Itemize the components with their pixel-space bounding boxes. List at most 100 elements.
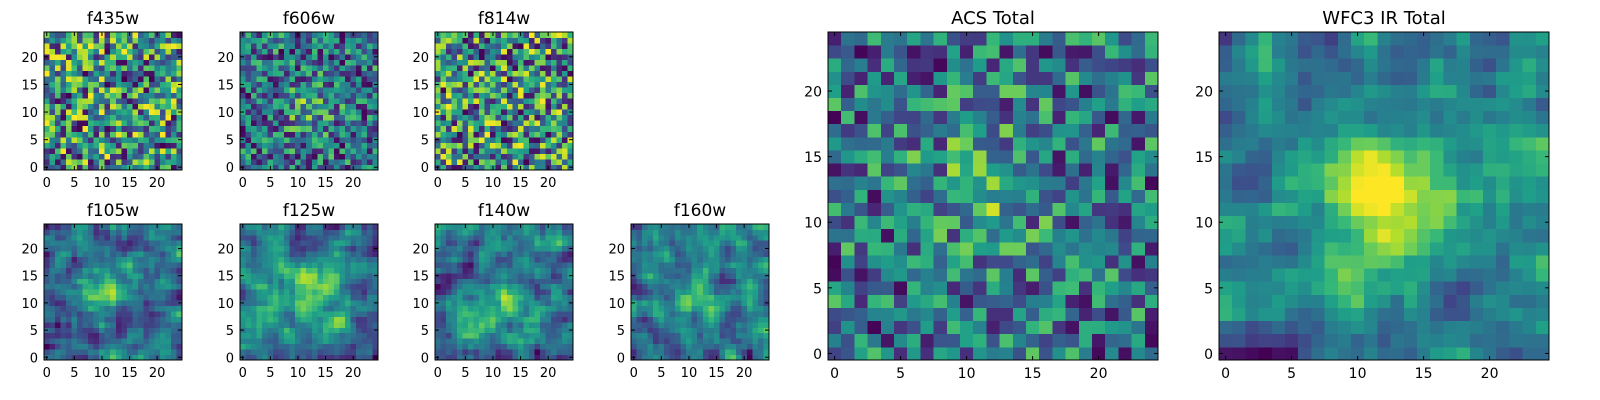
heatmap-cell (1105, 320, 1119, 335)
heatmap-cell (512, 142, 519, 149)
heatmap-cell (545, 43, 552, 49)
heatmap-cell (93, 136, 100, 143)
heatmap-cell (468, 136, 475, 143)
heatmap-cell (556, 224, 563, 230)
heatmap-cell (366, 327, 373, 334)
heatmap-cell (148, 109, 155, 116)
heatmap-cell (528, 147, 535, 154)
heatmap-cell (528, 245, 535, 252)
heatmap-cell (143, 251, 150, 258)
heatmap-cell (534, 76, 541, 83)
heatmap-cell (457, 98, 463, 105)
heatmap-cell (528, 278, 535, 285)
heatmap-cell (545, 272, 552, 279)
heatmap-cell (295, 147, 302, 154)
heatmap-cell (490, 92, 497, 99)
heatmap-cell (132, 32, 139, 38)
heatmap-cell (907, 150, 921, 164)
heatmap-cell (322, 327, 329, 334)
heatmap-cell (126, 153, 133, 160)
heatmap-cell (55, 32, 61, 38)
y-tick-label: 0 (617, 351, 625, 366)
heatmap-cell (93, 125, 100, 132)
x-tick-label: 10 (94, 366, 111, 381)
heatmap-cell (545, 48, 552, 55)
heatmap-cell (512, 59, 519, 66)
heatmap-cell (295, 229, 302, 236)
heatmap-cell (289, 70, 296, 77)
heatmap-cell (165, 289, 172, 296)
heatmap-cell (121, 76, 128, 83)
y-tick-label: 0 (421, 351, 429, 366)
heatmap-cell (110, 327, 117, 334)
heatmap-cell (267, 321, 274, 328)
heatmap-cell (708, 278, 715, 285)
heatmap-cell (355, 305, 362, 312)
heatmap-cell (339, 43, 346, 49)
heatmap-cell (278, 120, 285, 127)
heatmap-cell (763, 338, 770, 345)
heatmap-cell (284, 240, 291, 247)
heatmap-cell (55, 349, 61, 355)
heatmap-cell (495, 224, 502, 230)
heatmap-cell (986, 333, 1000, 348)
heatmap-cell (647, 272, 654, 279)
heatmap-cell (669, 316, 676, 323)
heatmap-cell (539, 136, 546, 143)
heatmap-cell (344, 43, 351, 49)
heatmap-cell (713, 283, 720, 290)
heatmap-cell (653, 332, 659, 339)
heatmap-cell (333, 300, 340, 306)
heatmap-cell (278, 245, 285, 252)
heatmap-cell (523, 37, 530, 44)
heatmap-cell (730, 321, 737, 328)
heatmap-cell (165, 120, 172, 127)
heatmap-cell (49, 289, 56, 296)
heatmap-cell (328, 81, 335, 88)
heatmap-cell (556, 142, 563, 149)
heatmap-cell (501, 59, 508, 66)
heatmap-cell (719, 343, 726, 350)
heatmap-cell (735, 272, 742, 279)
heatmap-cell (262, 224, 268, 230)
heatmap-cell (1092, 281, 1106, 295)
heatmap-cell (143, 240, 150, 247)
heatmap-cell (82, 305, 89, 312)
heatmap-cell (506, 70, 513, 77)
heatmap-cell (295, 48, 302, 55)
heatmap-cell (328, 125, 335, 132)
x-tick-label: 5 (266, 176, 274, 191)
heatmap-cell (251, 272, 257, 279)
heatmap-cell (176, 316, 183, 323)
heatmap-cell (451, 278, 458, 285)
heatmap-cell (702, 278, 709, 285)
heatmap-cell (523, 321, 530, 328)
heatmap-cell (372, 321, 379, 328)
heatmap-cell (757, 229, 764, 236)
heatmap-cell (289, 158, 296, 165)
heatmap-cell (1012, 268, 1027, 282)
heatmap-cell (680, 272, 687, 279)
y-tick-label: 0 (30, 351, 38, 366)
heatmap-cell (999, 176, 1014, 190)
heatmap-cell (93, 300, 100, 306)
heatmap-cell (66, 267, 72, 274)
heatmap-cell (77, 153, 84, 160)
heatmap-cell (539, 54, 546, 60)
heatmap-cell (534, 267, 541, 274)
heatmap-cell (457, 59, 463, 66)
heatmap-cell (251, 32, 257, 38)
heatmap-cell (636, 305, 643, 312)
heatmap-cell (99, 54, 106, 60)
heatmap-cell (256, 109, 263, 116)
heatmap-cell (534, 262, 541, 268)
heatmap-cell (344, 32, 351, 38)
heatmap-cell (148, 234, 155, 241)
heatmap-cell (137, 278, 144, 285)
heatmap-cell (366, 59, 373, 66)
heatmap-cell (462, 158, 469, 165)
heatmap-cell (686, 267, 693, 274)
heatmap-cell (165, 272, 172, 279)
heatmap-cell (642, 272, 648, 279)
heatmap-cell (306, 349, 313, 355)
